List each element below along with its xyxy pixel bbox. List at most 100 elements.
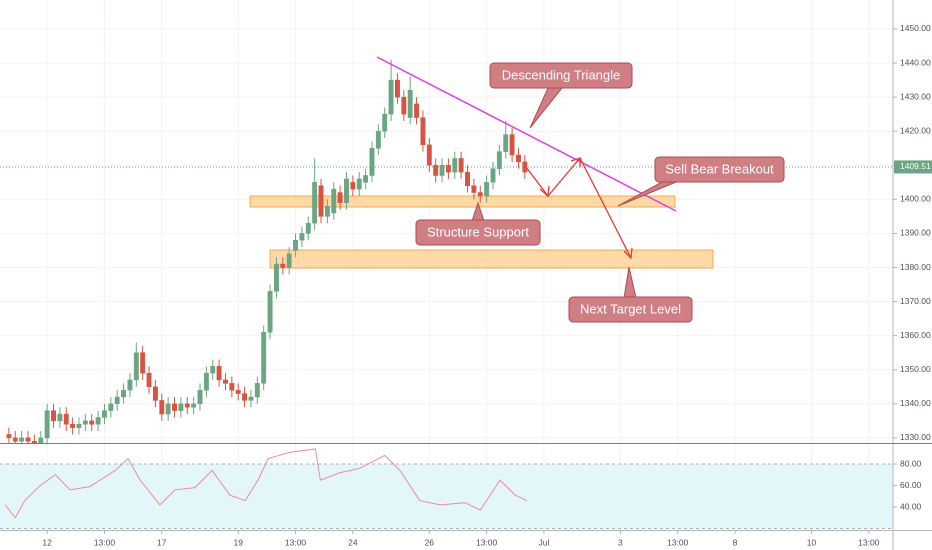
annotation: Sell Bear Breakout	[665, 161, 774, 176]
candle-body	[318, 185, 324, 217]
trend-line	[376, 56, 677, 212]
candle-body	[261, 332, 267, 384]
last-price-label: 1409.51	[900, 161, 931, 171]
candle-body	[369, 147, 375, 176]
callout-box	[654, 156, 785, 183]
candle-body	[407, 90, 413, 118]
candle-body	[503, 134, 509, 152]
candle-body	[350, 182, 356, 190]
x-tick-label: 13:00	[476, 537, 498, 547]
candle-body	[210, 366, 216, 374]
x-tick-label: 17	[157, 537, 167, 547]
candle-body	[477, 192, 483, 197]
candle-body	[496, 151, 502, 169]
y-tick-label: 1360.00	[900, 330, 931, 340]
candle-body	[127, 379, 133, 391]
target-zone	[269, 249, 714, 269]
candle-body	[216, 366, 222, 381]
candle-body	[152, 386, 158, 401]
candle-body	[458, 158, 464, 173]
arrow-head	[539, 185, 550, 198]
candle-body	[159, 400, 165, 415]
projection-path	[525, 156, 632, 259]
candle-body	[184, 403, 190, 408]
y-tick-label: 1330.00	[900, 432, 931, 442]
callout-box	[415, 219, 541, 246]
candle-body	[95, 417, 101, 425]
candle-body	[324, 205, 330, 217]
candle-body	[102, 410, 107, 418]
arrow-head	[570, 157, 581, 167]
y-tick-label: 1430.00	[900, 91, 931, 101]
x-tick-label: 19	[233, 537, 243, 547]
candle-body	[25, 437, 31, 442]
x-tick-label: 13:00	[285, 537, 307, 547]
y-tick-label: 80.00	[900, 458, 922, 468]
candle-body	[6, 434, 12, 439]
candle-body	[305, 222, 311, 234]
callout-box	[568, 296, 693, 323]
annotation: Descending Triangle	[502, 67, 621, 82]
x-tick-label: 13:00	[667, 537, 689, 547]
candle-body	[356, 178, 362, 190]
candle-body	[267, 291, 273, 333]
candles	[0, 59, 893, 443]
candle-body	[382, 113, 388, 132]
last-price-box	[894, 160, 932, 174]
candle-body	[242, 393, 248, 401]
y-tick-label: 1370.00	[900, 296, 931, 306]
candle-body	[133, 352, 139, 381]
candle-body	[293, 239, 298, 251]
y-tick-label: 1450.00	[900, 23, 931, 33]
candle-body	[172, 403, 177, 411]
support-zone	[249, 195, 676, 208]
rsi-band	[0, 464, 893, 529]
drawings: Descending Triangle Sell Bear Breakout S…	[376, 56, 785, 323]
candle-body	[331, 188, 337, 214]
x-tick-label: 8	[733, 537, 738, 547]
y-tick-label: 1390.00	[900, 228, 931, 238]
candle-body	[490, 168, 496, 183]
candle-body	[165, 403, 171, 415]
x-tick-label: 12	[42, 537, 52, 547]
candle-body	[516, 154, 521, 163]
candle-body	[433, 165, 439, 176]
candle-body	[191, 403, 197, 408]
candle-body	[395, 79, 400, 98]
candle-body	[89, 420, 95, 425]
candle-body	[114, 396, 120, 405]
x-tick-label: 24	[348, 537, 358, 547]
x-tick-label: 3	[618, 537, 623, 547]
candle-body	[38, 437, 44, 443]
candle-body	[146, 372, 152, 388]
callout-tail	[623, 266, 637, 299]
candle-body	[51, 410, 56, 422]
candle-body	[273, 263, 279, 292]
candle-body	[484, 182, 490, 197]
y-tick-label: 1420.00	[900, 125, 931, 135]
rsi-pane	[0, 463, 893, 529]
candle-body	[70, 424, 76, 428]
candle-body	[337, 192, 343, 204]
candle-body	[63, 413, 69, 425]
y-tick-label: 1440.00	[900, 57, 931, 67]
y-tick-label: 1350.00	[900, 364, 931, 374]
candle-body	[178, 403, 184, 411]
candle-body	[312, 182, 318, 224]
x-tick-label: Jul	[539, 537, 550, 547]
candle-body	[140, 352, 146, 374]
annotation: Next Target Level	[580, 301, 681, 316]
y-tick-label: 1400.00	[900, 194, 931, 204]
candle-body	[280, 263, 286, 268]
candle-body	[375, 130, 381, 149]
candle-body	[509, 134, 515, 156]
candle-body	[44, 410, 50, 439]
candle-body	[203, 372, 209, 391]
candle-body	[401, 96, 407, 115]
x-tick-label: 13:00	[858, 537, 880, 547]
candle-body	[465, 171, 470, 186]
candle-body	[108, 403, 114, 411]
candle-body	[229, 383, 235, 391]
candle-body	[82, 420, 88, 425]
candle-body	[344, 178, 349, 204]
